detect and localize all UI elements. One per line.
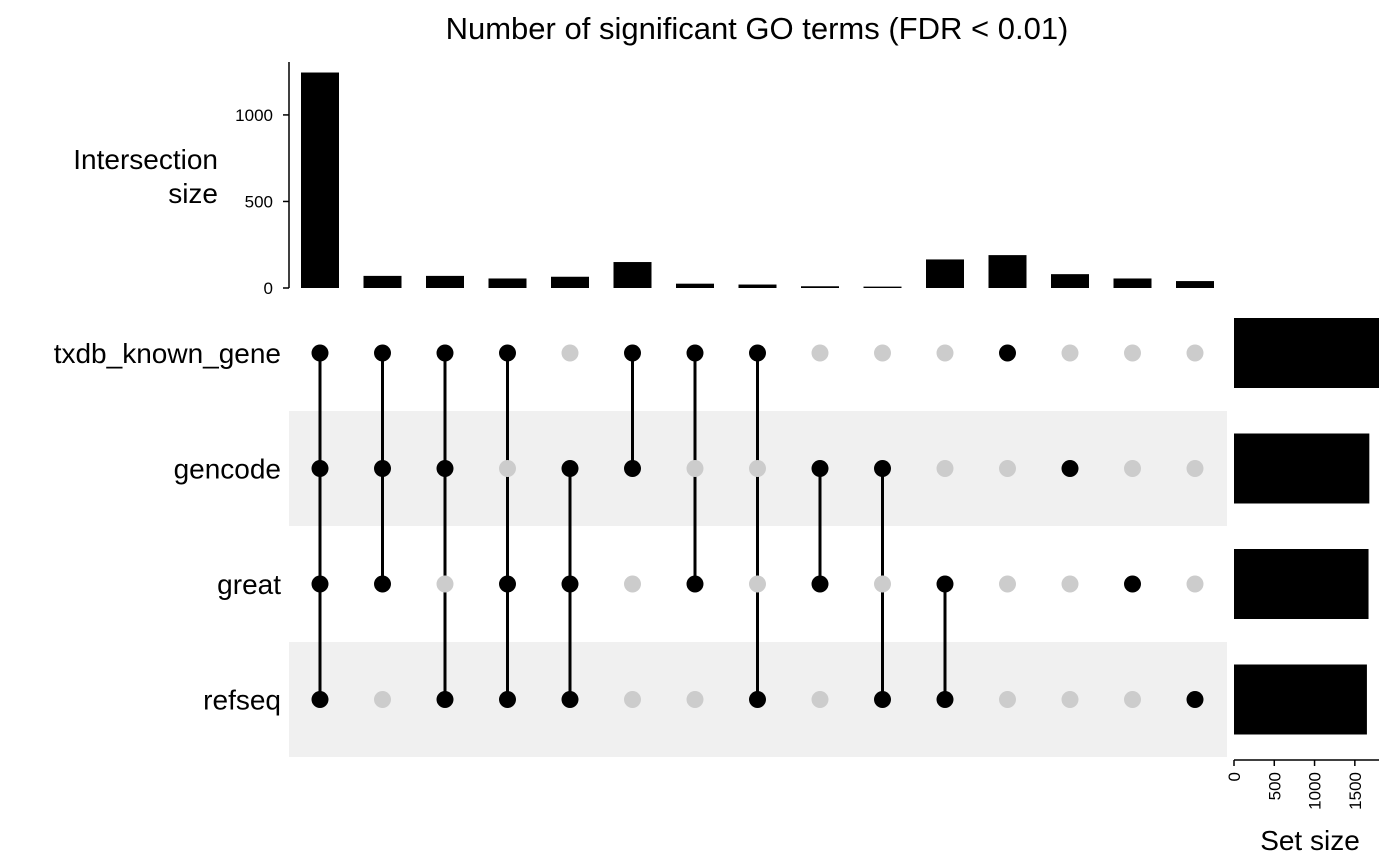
set-size-bar	[1234, 318, 1379, 388]
matrix-dot-inactive	[999, 460, 1016, 477]
matrix-dot-active	[436, 344, 454, 362]
matrix-dot-inactive	[436, 575, 454, 593]
matrix-dot-active	[811, 575, 829, 593]
matrix-dot-active	[749, 691, 766, 708]
matrix-dot-inactive	[1061, 691, 1079, 708]
intersection-bar	[488, 278, 527, 288]
matrix-dot-active	[749, 344, 766, 362]
set-size-bar	[1234, 664, 1367, 735]
set-label: refseq	[203, 685, 281, 716]
matrix-dot-active	[811, 460, 829, 477]
intersection-bar	[988, 255, 1027, 288]
intersection-bar	[738, 284, 777, 288]
intersection-axis-title: size	[168, 178, 218, 209]
set-size-x-tick-label: 1500	[1346, 772, 1365, 810]
matrix-dot-active	[936, 575, 954, 593]
matrix-dot-active	[311, 460, 329, 477]
set-size-x-tick-label: 500	[1265, 772, 1284, 800]
matrix-dot-inactive	[374, 691, 391, 708]
matrix-dot-active	[374, 460, 391, 477]
intersection-bar	[426, 275, 464, 288]
matrix-dot-inactive	[811, 691, 829, 708]
set-label: txdb_known_gene	[54, 338, 281, 369]
matrix-dot-active	[561, 460, 579, 477]
matrix-dot-inactive	[686, 460, 704, 477]
set-size-axis-title: Set size	[1260, 825, 1360, 856]
set-size-bar	[1234, 433, 1370, 504]
matrix-dot-active	[374, 344, 391, 362]
intersection-bar	[1051, 274, 1089, 288]
matrix-dot-active	[499, 575, 516, 593]
matrix-dot-active	[686, 344, 704, 362]
intersection-bar	[301, 72, 339, 289]
matrix-dot-active	[311, 575, 329, 593]
intersection-bar	[801, 286, 839, 288]
matrix-dot-active	[311, 691, 329, 708]
matrix-dot-inactive	[1186, 575, 1204, 593]
set-size-bar	[1234, 549, 1369, 619]
matrix-dot-active	[311, 344, 329, 362]
matrix-dot-inactive	[1061, 344, 1079, 362]
intersection-y-tick-label: 0	[264, 279, 273, 298]
matrix-dot-active	[936, 691, 954, 708]
matrix-dot-inactive	[1186, 460, 1204, 477]
matrix-dot-inactive	[1124, 691, 1141, 708]
chart-title: Number of significant GO terms (FDR < 0.…	[446, 11, 1069, 46]
set-label: great	[217, 569, 281, 600]
matrix-dot-active	[874, 460, 891, 477]
intersection-bar	[363, 275, 402, 288]
intersection-bar	[676, 283, 714, 288]
matrix-dot-inactive	[936, 460, 954, 477]
matrix-dot-active	[874, 691, 891, 708]
matrix-dot-inactive	[1124, 344, 1141, 362]
matrix-dot-active	[1124, 575, 1141, 593]
intersection-axis-title: Intersection	[73, 144, 218, 175]
set-size-x-tick-label: 0	[1225, 772, 1244, 781]
matrix-dot-active	[1186, 691, 1204, 708]
intersection-y-tick-label: 1000	[235, 106, 273, 125]
intersection-bar	[1176, 281, 1214, 288]
matrix-dot-active	[999, 344, 1016, 362]
matrix-dot-inactive	[1186, 344, 1204, 362]
set-size-bars: 0 500 1000 1500 Set size	[1225, 318, 1379, 856]
matrix-dot-inactive	[686, 691, 704, 708]
matrix-dot-inactive	[1124, 460, 1141, 477]
matrix-dot-active	[436, 691, 454, 708]
matrix-dot-inactive	[936, 344, 954, 362]
matrix-dot-inactive	[999, 691, 1016, 708]
matrix-dot-active	[686, 575, 704, 593]
matrix-dot-inactive	[874, 575, 891, 593]
matrix-dot-inactive	[999, 575, 1016, 593]
matrix-dot-active	[624, 344, 641, 362]
matrix-dot-inactive	[874, 344, 891, 362]
intersection-y-tick-label: 500	[245, 192, 273, 211]
matrix-dot-active	[499, 691, 516, 708]
intersection-bar	[926, 259, 964, 288]
intersection-bar	[863, 286, 902, 288]
intersection-bar	[1113, 278, 1152, 288]
matrix-dot-active	[374, 575, 391, 593]
matrix-dot-inactive	[1061, 575, 1079, 593]
matrix-dot-inactive	[624, 575, 641, 593]
matrix-dot-inactive	[749, 575, 766, 593]
matrix-dot-inactive	[749, 460, 766, 477]
matrix-dot-active	[561, 575, 579, 593]
intersection-bar	[551, 276, 589, 288]
set-size-x-tick-label: 1000	[1306, 772, 1325, 810]
matrix-dot-inactive	[811, 344, 829, 362]
intersection-bar	[613, 262, 652, 288]
matrix-dot-inactive	[561, 344, 579, 362]
matrix-dot-active	[624, 460, 641, 477]
matrix-dot-active	[1061, 460, 1079, 477]
set-label: gencode	[174, 454, 281, 485]
matrix-dot-active	[436, 460, 454, 477]
matrix-dot-inactive	[624, 691, 641, 708]
matrix-dot-inactive	[499, 460, 516, 477]
matrix-dot-active	[561, 691, 579, 708]
matrix-dot-active	[499, 344, 516, 362]
